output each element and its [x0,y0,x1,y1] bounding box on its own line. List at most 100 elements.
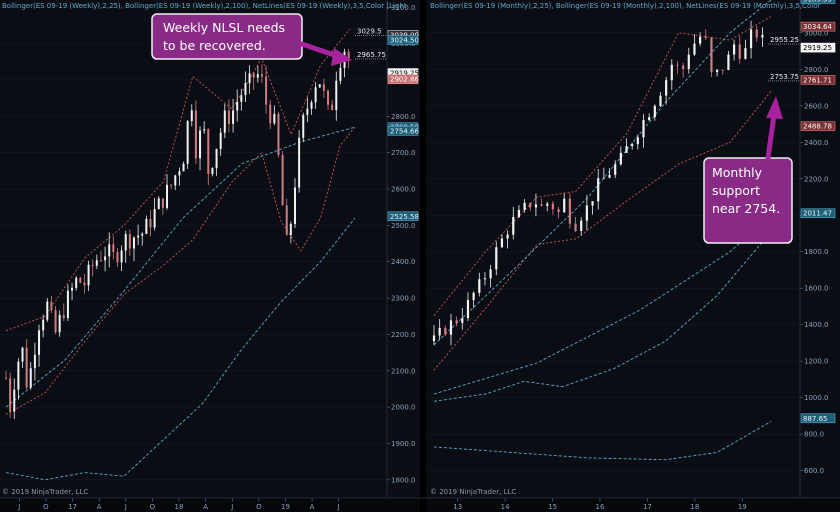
y-tick-label: 1800.0 [391,476,416,484]
candle-body [203,129,206,131]
candle-body [116,252,119,263]
candle-body [21,347,24,362]
price-label-box [387,74,419,85]
candle-body [517,209,521,217]
weekly-chart-panel: 1800.0 1900.0 2000.0 2100.0 2200.0 2300.0 2400… [0,0,420,511]
candle-body [281,154,284,206]
x-tick-label: 16 [596,503,605,511]
price-label-text: 3029.5 [357,28,382,36]
x-tick-label: J [230,503,233,511]
weekly-note-line-2: to be recovered. [163,38,266,53]
bb25-upper-band [5,28,351,332]
candle-body [54,310,57,333]
y-tick-label: 1200.0 [804,358,829,366]
x-tick-label: 19 [738,503,747,511]
candle-body [512,216,515,235]
bb25-lower-band [433,90,772,371]
weekly-note-line-1: Weekly NLSL needs [163,20,285,35]
y-tick-label: 1000.0 [804,394,829,402]
candle-body [46,301,49,320]
y-tick-label: 600.0 [804,467,824,475]
candle-body [704,36,707,38]
candle-body [128,234,131,249]
candle-body [29,368,32,388]
x-tick-label: 14 [501,503,510,511]
candle-body [182,163,185,172]
candle-body [676,64,679,66]
candle-body [58,315,61,333]
candle-body [157,198,160,210]
candle-body [648,117,651,121]
candle-body [716,69,719,73]
candle-body [298,137,301,188]
candle-body [347,51,350,61]
candle-body [727,54,730,70]
candle-body [112,244,115,253]
y-tick-label: 2700.0 [391,149,416,157]
candle-body [444,327,447,335]
candle-body [574,223,577,232]
candle-body [293,187,296,224]
candle-body [42,319,45,331]
price-label-text: 2965.75 [357,51,386,59]
price-label-text: 2919.25 [803,44,832,52]
candle-body [50,301,53,311]
monthly-indicator-header: Bollinger(ES 09-19 (Monthly),2,25), Boll… [430,2,821,10]
candle-body [66,290,69,319]
candle-body [557,209,560,213]
candle-body [215,149,218,169]
candle-body [699,36,702,44]
candle-body [240,95,243,102]
candle-body [223,110,226,133]
candle-body [466,300,470,319]
price-label-text: 2754.66 [390,127,419,135]
price-label: 3029.5 [355,28,387,37]
candle-body [194,110,197,159]
candle-body [310,102,313,109]
candle-body [244,83,247,96]
candle-body [540,204,543,206]
candle-body [178,171,181,176]
price-label-text: 2761.71 [803,76,832,84]
candle-body [269,104,272,124]
candle-body [186,121,189,164]
bb25-lower-band [5,126,356,415]
price-label: 2955.25 [768,36,800,45]
candle-body [166,184,169,208]
candle-body [5,378,7,379]
price-label-text: 3024.50 [390,36,419,44]
price-label-box [800,0,836,4]
candle-body [289,223,292,235]
candle-body [461,318,464,323]
candle-body [91,264,94,266]
candle-body [761,34,764,38]
bb100-lower-band [433,231,772,402]
price-label: 2488.78 [800,121,836,132]
candle-body [25,347,28,388]
x-tick-label: 17 [68,503,77,511]
candle-body [219,132,222,150]
candle-body [335,80,338,110]
candle-body [682,65,685,69]
candle-body [631,144,634,147]
monthly-copyright: © 2019 NinjaTrader, LLC [430,488,516,496]
candle-body [506,234,509,239]
candle-body [331,104,334,110]
x-tick-label: 19 [281,503,290,511]
y-tick-label: 1800.0 [804,248,829,256]
price-label: 3024.50 [387,35,419,45]
candle-body [273,113,276,124]
x-tick-label: 18 [175,503,184,511]
price-label-text: 887.65 [803,415,828,423]
candle-body [580,220,583,232]
x-tick-label: A [310,503,315,511]
candle-body [232,110,235,124]
candle-body [132,237,135,249]
candle-body [591,201,594,206]
y-tick-label: 2400.0 [804,139,829,147]
candle-body [145,218,148,234]
candle-body [749,29,753,49]
candle-body [124,234,127,251]
y-tick-label: 2800.0 [804,66,829,74]
x-tick-label: O [256,503,262,511]
